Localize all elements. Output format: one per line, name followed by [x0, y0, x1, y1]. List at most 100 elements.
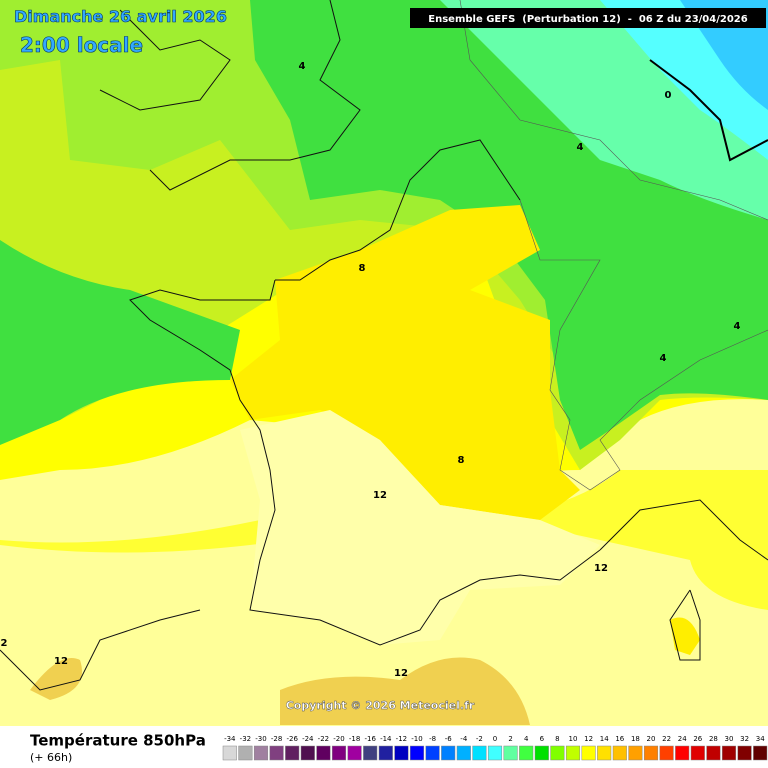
legend-swatch — [519, 745, 534, 761]
legend-swatch — [675, 745, 690, 761]
legend-tick-label: 8 — [555, 735, 559, 743]
legend-swatch — [581, 745, 596, 761]
temp-zone — [670, 617, 700, 655]
contour-label: 8 — [458, 455, 465, 466]
coastline — [599, 499, 768, 561]
legend-swatch — [721, 745, 737, 761]
coastline — [0, 609, 201, 691]
temp-zone — [240, 410, 600, 645]
legend-tick-label: 30 — [725, 735, 734, 743]
coastline — [99, 9, 231, 111]
legend-tick-label: -8 — [429, 735, 436, 743]
legend-title: Température 850hPa — [30, 732, 206, 750]
legend-tick-label: -26 — [286, 735, 298, 743]
legend-tick-label: -16 — [364, 735, 376, 743]
legend-swatch — [659, 745, 674, 761]
legend-tick-label: -30 — [255, 735, 266, 743]
legend-swatch — [222, 745, 237, 761]
legend-tick-label: 16 — [615, 735, 624, 743]
legend-tick-label: -6 — [445, 735, 453, 743]
legend-swatch — [503, 745, 518, 761]
legend-tick-label: 0 — [493, 735, 497, 743]
legend-tick-label: -4 — [460, 735, 468, 743]
temp-zone — [280, 657, 530, 725]
legend-swatch — [487, 745, 503, 761]
legend-swatch — [441, 745, 456, 761]
contour-label: 4 — [577, 142, 584, 153]
legend-tick-label: -10 — [411, 735, 422, 743]
legend-swatch — [316, 745, 331, 761]
legend-tick-label: -18 — [349, 735, 360, 743]
contour-label: 2 — [1, 638, 8, 649]
contour-label: 12 — [594, 563, 608, 574]
contour-label: 4 — [660, 353, 667, 364]
legend-swatch — [565, 745, 581, 761]
legend-tick-label: -12 — [396, 735, 407, 743]
contour-label: 0 — [665, 90, 672, 101]
legend-tick-label: -32 — [240, 735, 251, 743]
legend-tick-label: 20 — [647, 735, 656, 743]
legend-tick-label: 2 — [508, 735, 512, 743]
legend-tick-label: -22 — [318, 735, 329, 743]
legend-swatch — [300, 745, 315, 761]
legend-tick-label: -28 — [271, 735, 282, 743]
legend-swatch — [690, 745, 705, 761]
legend-swatch — [706, 745, 721, 761]
contour-label: 12 — [54, 656, 68, 667]
border — [459, 0, 768, 221]
legend-tick-label: -14 — [380, 735, 392, 743]
legend-swatch — [753, 745, 768, 761]
legend-tick-label: 26 — [693, 735, 702, 743]
contour-label: 4 — [299, 61, 306, 72]
legend-swatch — [269, 745, 284, 761]
legend-tick-label: 18 — [631, 735, 640, 743]
legend-tick-label: -24 — [302, 735, 314, 743]
legend-tick-label: 12 — [584, 735, 593, 743]
legend-swatch — [643, 745, 659, 761]
legend-swatch — [253, 745, 269, 761]
legend-swatch — [238, 745, 253, 761]
legend-tick-label: 6 — [540, 735, 545, 743]
legend-swatch — [472, 745, 487, 761]
legend-tick-label: -2 — [476, 735, 483, 743]
legend-tick-label: 28 — [709, 735, 718, 743]
legend-tick-label: 14 — [600, 735, 609, 743]
header-box — [410, 8, 766, 28]
legend-swatch — [378, 745, 393, 761]
legend-swatch — [737, 745, 752, 761]
temp-zone — [0, 240, 240, 445]
legend-swatch — [597, 745, 612, 761]
legend-swatch — [612, 745, 627, 761]
legend-tick-label: 10 — [569, 735, 578, 743]
legend-swatch — [550, 745, 565, 761]
coastline — [129, 279, 601, 646]
contour-label: 4 — [734, 321, 741, 332]
contour-label: 12 — [394, 668, 408, 679]
legend-swatch — [409, 745, 425, 761]
legend-swatch — [363, 745, 378, 761]
legend-swatch — [534, 745, 549, 761]
legend-swatch — [331, 745, 347, 761]
contour-label: 12 — [373, 490, 387, 501]
legend-swatch — [628, 745, 643, 761]
legend-tick-label: 24 — [678, 735, 687, 743]
legend-swatch — [425, 745, 440, 761]
coastline — [149, 0, 361, 191]
legend-tick-label: 4 — [524, 735, 529, 743]
legend-subtitle: (+ 66h) — [30, 751, 72, 764]
copyright: Copyright © 2026 Meteociel.fr — [286, 699, 475, 712]
legend-tick-label: -20 — [333, 735, 344, 743]
map-title: Dimanche 26 avril 2026 — [14, 7, 227, 26]
legend-tick-label: 32 — [740, 735, 749, 743]
legend-swatch — [347, 745, 362, 761]
legend-swatch — [456, 745, 471, 761]
legend-swatch — [285, 745, 300, 761]
border — [519, 199, 768, 491]
temp-zone — [230, 205, 580, 520]
contour-line — [649, 59, 768, 162]
header: Ensemble GEFS (Perturbation 12) - 06 Z d… — [428, 14, 747, 25]
legend-tick-label: 22 — [662, 735, 671, 743]
coastline — [275, 139, 521, 281]
